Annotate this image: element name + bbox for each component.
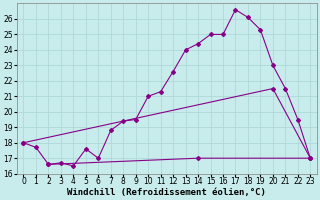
X-axis label: Windchill (Refroidissement éolien,°C): Windchill (Refroidissement éolien,°C) (68, 188, 266, 197)
